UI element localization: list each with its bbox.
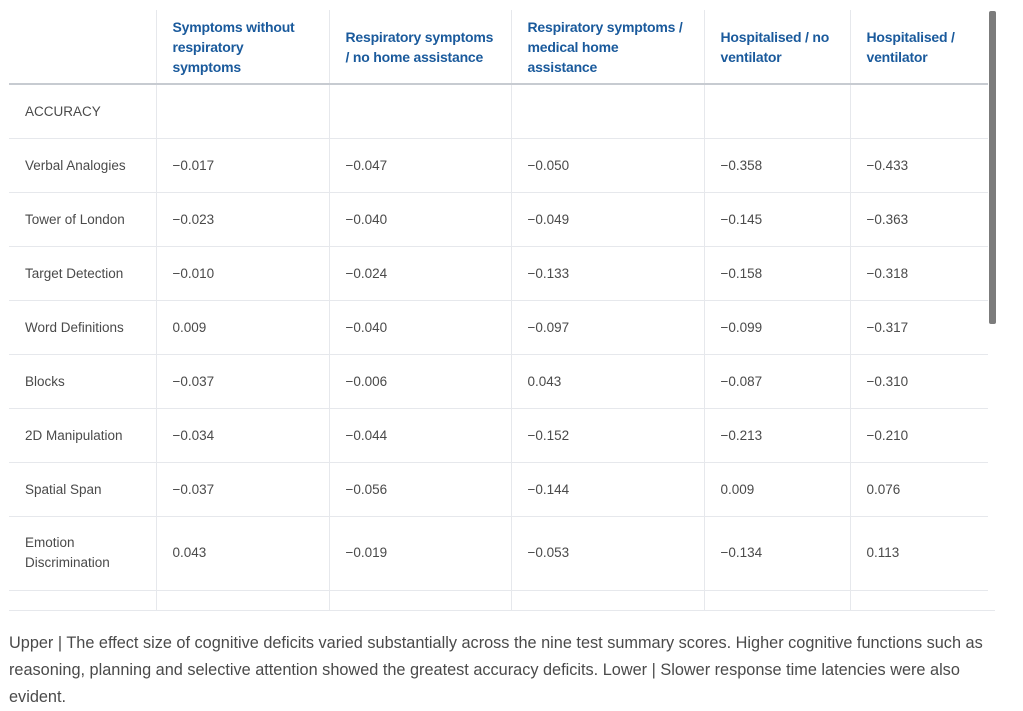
table-cell: −0.152 bbox=[511, 408, 705, 463]
table-cell: −0.047 bbox=[329, 138, 512, 193]
table-cell: −0.363 bbox=[850, 192, 988, 247]
table-cell: 0.076 bbox=[850, 462, 988, 517]
row-label: Spatial Span bbox=[9, 462, 157, 517]
table-cell: −0.133 bbox=[511, 246, 705, 301]
table-cell bbox=[156, 84, 330, 139]
row-label: Tower of London bbox=[9, 192, 157, 247]
table-cell: −0.040 bbox=[329, 300, 512, 355]
table-caption: Upper | The effect size of cognitive def… bbox=[9, 634, 983, 706]
table-cell: −0.019 bbox=[329, 516, 512, 591]
row-label: Blocks bbox=[9, 354, 157, 409]
table-cell: −0.034 bbox=[156, 408, 330, 463]
table-row: Blocks −0.037 −0.006 0.043 −0.087 −0.310 bbox=[9, 354, 988, 409]
results-table: Symptoms without respiratory symptoms Re… bbox=[9, 10, 988, 610]
row-label: Word Definitions bbox=[9, 300, 157, 355]
header-cell: Hospitalised / no ventilator bbox=[704, 10, 851, 85]
table-cell: −0.044 bbox=[329, 408, 512, 463]
row-label: Verbal Analogies bbox=[9, 138, 157, 193]
header-cell: Respiratory symptoms / no home assistanc… bbox=[329, 10, 512, 85]
header-cell-empty bbox=[9, 10, 157, 85]
vertical-scrollbar-thumb[interactable] bbox=[989, 11, 996, 324]
section-label: ACCURACY bbox=[9, 84, 157, 139]
table-row: Word Definitions 0.009 −0.040 −0.097 −0.… bbox=[9, 300, 988, 355]
section-row: ACCURACY bbox=[9, 84, 988, 139]
table-row: Verbal Analogies −0.017 −0.047 −0.050 −0… bbox=[9, 138, 988, 193]
header-cell: Hospitalised / ventilator bbox=[850, 10, 988, 85]
table-cell: −0.433 bbox=[850, 138, 988, 193]
table-cell: 0.043 bbox=[156, 516, 330, 591]
table-row: Spatial Span −0.037 −0.056 −0.144 0.009 … bbox=[9, 462, 988, 517]
table-cell: −0.134 bbox=[704, 516, 851, 591]
table-cell: 0.009 bbox=[704, 462, 851, 517]
table-cell bbox=[329, 84, 512, 139]
row-label: 2D Manipulation bbox=[9, 408, 157, 463]
table-cell: −0.317 bbox=[850, 300, 988, 355]
table-cell: −0.017 bbox=[156, 138, 330, 193]
table-cell: −0.310 bbox=[850, 354, 988, 409]
table-cell: −0.040 bbox=[329, 192, 512, 247]
table-cell: −0.213 bbox=[704, 408, 851, 463]
table-cell: −0.210 bbox=[850, 408, 988, 463]
table-cell: −0.053 bbox=[511, 516, 705, 591]
table-cell: −0.097 bbox=[511, 300, 705, 355]
table-cell: −0.050 bbox=[511, 138, 705, 193]
table-cell: −0.087 bbox=[704, 354, 851, 409]
table-cell: 0.009 bbox=[156, 300, 330, 355]
table-cell: −0.358 bbox=[704, 138, 851, 193]
table-cell bbox=[9, 590, 157, 610]
table-cell: −0.024 bbox=[329, 246, 512, 301]
table-cell bbox=[511, 590, 705, 610]
table-cell bbox=[704, 84, 851, 139]
table-cell bbox=[156, 590, 330, 610]
table-cell: −0.023 bbox=[156, 192, 330, 247]
table-cell: −0.158 bbox=[704, 246, 851, 301]
row-label: Target Detection bbox=[9, 246, 157, 301]
table-cell: −0.144 bbox=[511, 462, 705, 517]
table-cell bbox=[511, 84, 705, 139]
header-cell: Symptoms without respiratory symptoms bbox=[156, 10, 330, 85]
table-cell bbox=[704, 590, 851, 610]
table-cell: −0.049 bbox=[511, 192, 705, 247]
table-cell: −0.056 bbox=[329, 462, 512, 517]
table-header-row: Symptoms without respiratory symptoms Re… bbox=[9, 10, 988, 85]
table-cell: 0.113 bbox=[850, 516, 988, 591]
table-cell bbox=[329, 590, 512, 610]
table-cell bbox=[850, 590, 988, 610]
table-cell: −0.318 bbox=[850, 246, 988, 301]
table-cell: 0.043 bbox=[511, 354, 705, 409]
table-cell: −0.037 bbox=[156, 462, 330, 517]
table-cell: −0.099 bbox=[704, 300, 851, 355]
table-cell: −0.006 bbox=[329, 354, 512, 409]
table-cell: −0.037 bbox=[156, 354, 330, 409]
row-label: Emotion Discrimination bbox=[9, 516, 157, 591]
table-row: Tower of London −0.023 −0.040 −0.049 −0.… bbox=[9, 192, 988, 247]
table-row: Emotion Discrimination 0.043 −0.019 −0.0… bbox=[9, 516, 988, 591]
table-row-partial bbox=[9, 590, 988, 610]
header-cell: Respiratory symptoms / medical home assi… bbox=[511, 10, 705, 85]
table-cell: −0.145 bbox=[704, 192, 851, 247]
table-row: Target Detection −0.010 −0.024 −0.133 −0… bbox=[9, 246, 988, 301]
table-row: 2D Manipulation −0.034 −0.044 −0.152 −0.… bbox=[9, 408, 988, 463]
results-table-container[interactable]: Symptoms without respiratory symptoms Re… bbox=[9, 10, 995, 611]
table-cell: −0.010 bbox=[156, 246, 330, 301]
table-cell bbox=[850, 84, 988, 139]
